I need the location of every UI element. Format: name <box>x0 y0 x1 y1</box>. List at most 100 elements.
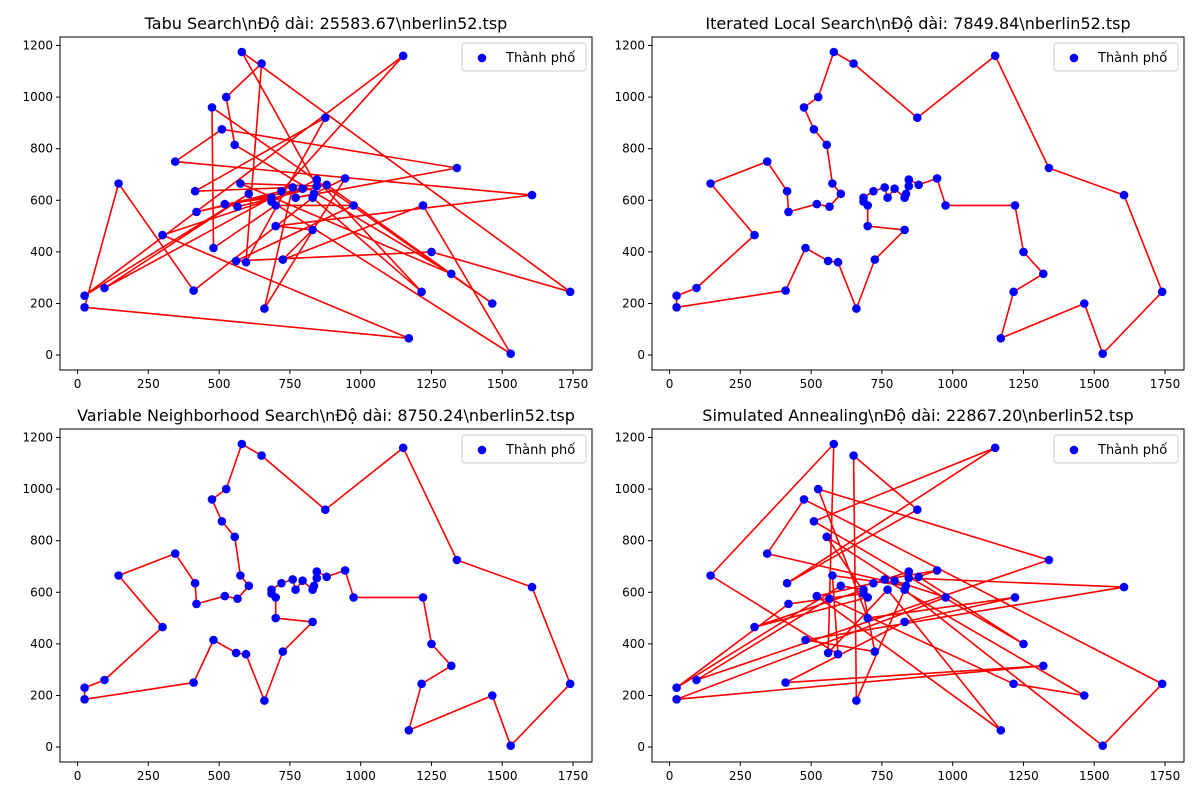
city-point <box>869 186 878 196</box>
city-point <box>829 47 839 57</box>
x-tick-label: 1250 <box>1008 769 1039 783</box>
city-point <box>914 572 923 582</box>
route-line <box>83 443 572 747</box>
city-point <box>418 201 428 210</box>
city-point <box>207 495 217 504</box>
y-tick-label: 1000 <box>614 482 645 496</box>
y-tick-label: 200 <box>30 296 53 310</box>
city-point <box>217 517 227 526</box>
y-tick-label: 600 <box>30 585 53 599</box>
city-point <box>941 593 950 602</box>
x-tick-label: 750 <box>278 769 301 783</box>
city-point <box>706 571 715 580</box>
legend-box <box>461 42 587 72</box>
city-point <box>833 257 843 267</box>
y-tick-label: 0 <box>45 740 53 754</box>
city-point <box>784 207 793 217</box>
city-point <box>883 193 892 202</box>
city-point <box>900 225 909 235</box>
city-point <box>236 571 245 580</box>
y-tick-label: 400 <box>622 245 645 259</box>
city-point <box>231 648 241 658</box>
city-point <box>209 635 218 645</box>
city-point <box>809 125 819 134</box>
route-line <box>83 51 572 355</box>
x-tick-label: 250 <box>137 377 160 391</box>
city-point <box>230 140 239 150</box>
y-tick-label: 200 <box>30 688 53 702</box>
city-point <box>80 303 89 312</box>
x-tick-label: 500 <box>800 377 823 391</box>
chart-title: Iterated Local Search\nĐộ dài: 7849.84\n… <box>705 14 1130 33</box>
city-point <box>271 221 281 231</box>
city-point <box>859 193 868 202</box>
city-point <box>941 201 950 210</box>
city-point <box>883 585 892 594</box>
city-point <box>404 726 414 735</box>
city-point <box>781 678 790 687</box>
city-point <box>231 256 241 266</box>
city-point <box>190 186 200 196</box>
city-point <box>114 571 123 580</box>
city-point <box>100 675 109 685</box>
city-point <box>506 349 515 359</box>
city-point <box>277 186 286 196</box>
y-tick-label: 1200 <box>22 431 53 445</box>
city-point <box>900 193 909 202</box>
city-point <box>427 639 436 649</box>
y-tick-label: 200 <box>622 688 645 702</box>
city-point <box>904 175 914 184</box>
city-point <box>996 334 1006 343</box>
city-point <box>904 573 914 583</box>
x-tick-label: 250 <box>729 769 752 783</box>
chart-panel-3: Variable Neighborhood Search\nĐộ dài: 87… <box>22 406 593 783</box>
legend-box <box>1053 42 1179 72</box>
legend-label: Thành phố <box>505 443 575 458</box>
city-point <box>271 613 281 623</box>
city-point <box>813 92 823 102</box>
city-point <box>340 566 350 575</box>
city-point <box>913 113 922 122</box>
city-point <box>1098 741 1107 750</box>
city-point <box>114 179 123 188</box>
x-tick-label: 1000 <box>345 769 376 783</box>
city-point <box>672 695 681 704</box>
x-tick-label: 250 <box>137 769 160 783</box>
y-tick-label: 800 <box>30 142 53 156</box>
legend-marker <box>477 53 487 63</box>
city-point <box>852 696 861 705</box>
city-point <box>836 189 846 199</box>
city-point <box>1080 691 1089 700</box>
city-point <box>288 183 298 192</box>
city-point <box>221 484 231 494</box>
city-point <box>813 484 823 494</box>
x-tick-label: 750 <box>870 769 893 783</box>
city-point <box>312 567 322 576</box>
city-point <box>527 190 537 200</box>
city-point <box>750 230 759 240</box>
city-point <box>833 649 843 659</box>
y-tick-label: 600 <box>30 193 53 207</box>
city-point <box>782 578 792 588</box>
city-point <box>241 257 251 267</box>
city-point <box>1010 201 1020 210</box>
y-tick-label: 0 <box>45 348 53 362</box>
y-tick-label: 600 <box>622 585 645 599</box>
city-point <box>672 683 681 692</box>
legend-box <box>1053 434 1179 464</box>
city-point <box>170 157 180 166</box>
city-point <box>913 505 922 514</box>
y-tick-label: 800 <box>622 534 645 548</box>
city-point <box>404 334 414 343</box>
city-point <box>308 193 317 202</box>
city-point <box>349 201 358 210</box>
city-point <box>506 741 515 750</box>
legend-marker <box>477 445 487 455</box>
city-point <box>398 443 408 453</box>
city-point <box>220 199 230 209</box>
city-point <box>565 287 575 297</box>
y-tick-label: 1000 <box>22 90 53 104</box>
city-point <box>799 103 809 112</box>
city-point <box>825 202 834 211</box>
